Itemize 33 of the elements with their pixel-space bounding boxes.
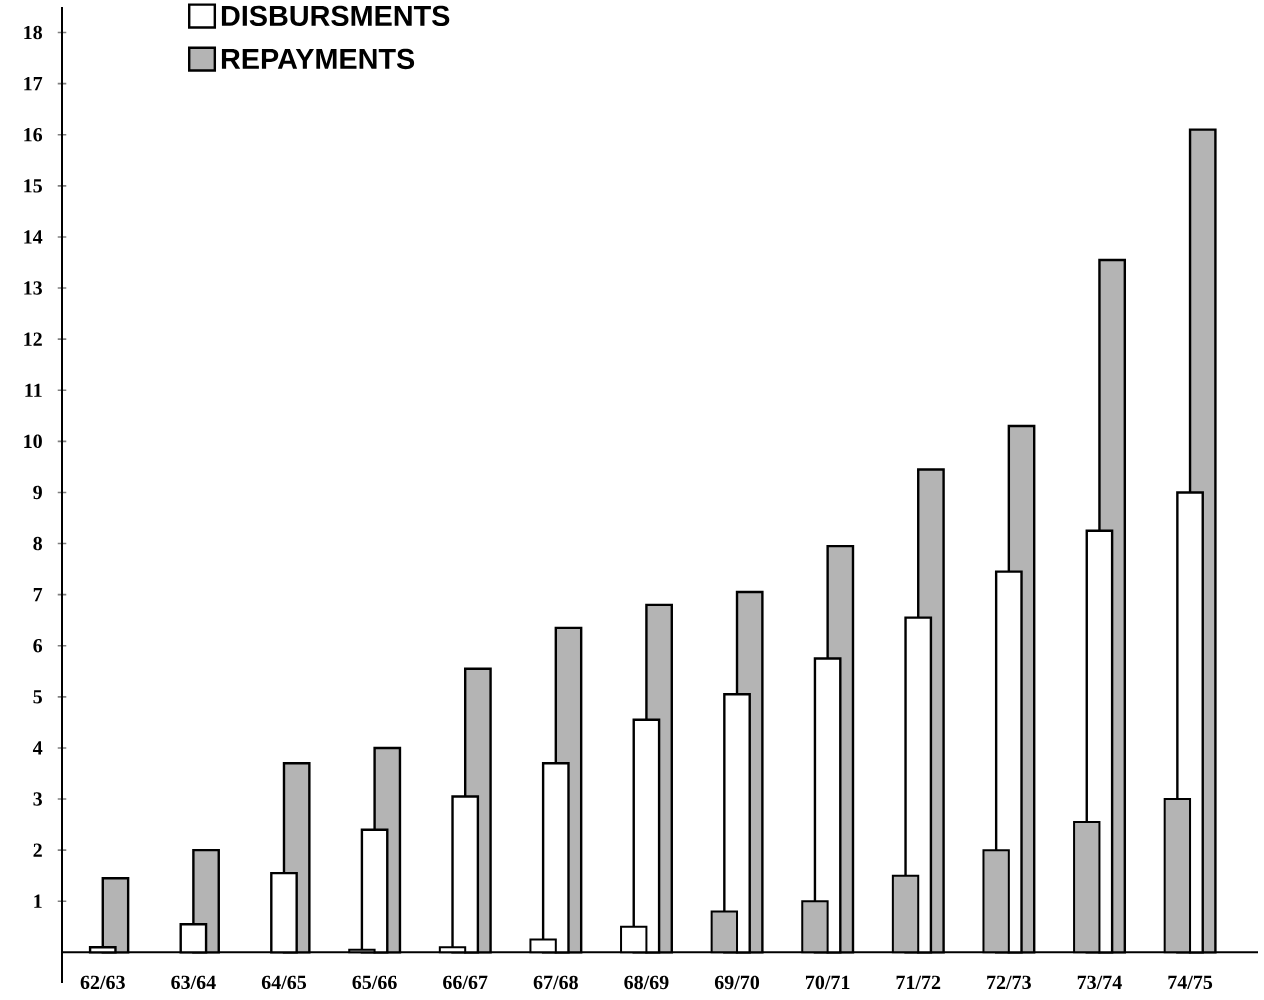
x-tick-label: 73/74 (1077, 975, 1122, 990)
y-tick-label: 12 (24, 332, 42, 346)
y-tick-label: 17 (24, 77, 43, 91)
y-tick-label: 5 (33, 690, 42, 704)
y-tick-label: 15 (24, 179, 42, 193)
x-tick-label: 62/63 (80, 975, 125, 990)
y-tick-label: 9 (33, 485, 42, 500)
x-tick-label: 64/65 (261, 975, 307, 990)
x-tick-label: 65/66 (352, 975, 397, 990)
x-tick-label: 71/72 (896, 975, 941, 990)
x-tick-label: 72/73 (987, 975, 1031, 990)
y-tick-label: 6 (33, 639, 43, 653)
x-tick-label: 74/75 (1168, 975, 1213, 990)
x-tick-label: 67/68 (533, 975, 578, 990)
legend-label: REPAYMENTS (221, 48, 415, 70)
y-tick-label: 10 (24, 434, 42, 449)
x-tick-label: 69/70 (714, 975, 760, 990)
y-tick-label: 13 (24, 281, 42, 295)
x-tick-label: 70/71 (805, 975, 850, 990)
y-tick-label: 1 (34, 894, 42, 908)
y-tick-label: 3 (33, 792, 42, 806)
y-tick-label: 2 (33, 843, 42, 857)
legend-label: DISBURSMENTS (221, 5, 450, 27)
x-tick-label: 66/67 (443, 975, 488, 990)
x-tick-label: 63/64 (171, 975, 216, 990)
y-tick-label: 18 (24, 25, 43, 40)
y-tick-label: 4 (32, 741, 43, 755)
y-tick-label: 8 (33, 536, 43, 551)
x-tick-label: 68/69 (624, 975, 669, 990)
y-tick-label: 7 (33, 588, 43, 602)
y-tick-label: 11 (25, 383, 42, 397)
y-tick-label: 14 (24, 230, 43, 244)
y-tick-label: 16 (24, 128, 43, 142)
